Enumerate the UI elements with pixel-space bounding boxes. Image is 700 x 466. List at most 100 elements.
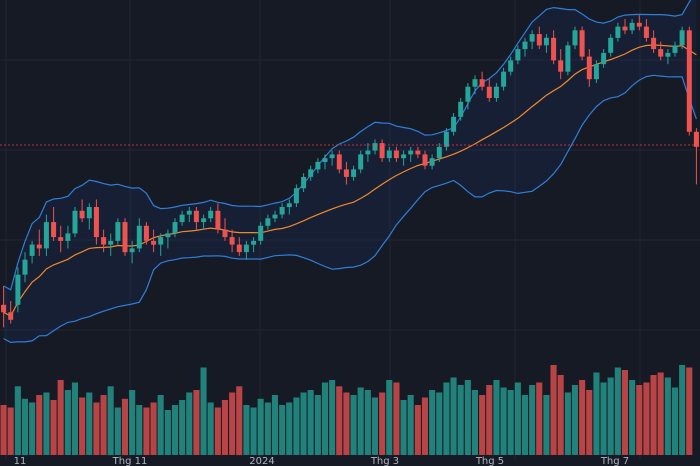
candle-body bbox=[536, 34, 542, 46]
candle-body bbox=[143, 225, 149, 241]
volume-bar bbox=[393, 382, 400, 455]
candle-body bbox=[108, 240, 114, 245]
x-tick-label: 11 bbox=[14, 456, 27, 466]
volume-bar bbox=[300, 392, 307, 455]
candle-body bbox=[215, 210, 221, 230]
volume-bar bbox=[157, 395, 164, 455]
volume-bar bbox=[57, 380, 64, 455]
volume-bar bbox=[336, 386, 343, 456]
volume-bar bbox=[493, 380, 500, 455]
volume-bar bbox=[621, 370, 628, 455]
volume-bar bbox=[443, 382, 450, 455]
volume-bar bbox=[121, 398, 128, 456]
volume-bar bbox=[664, 377, 671, 455]
volume-bar bbox=[229, 392, 236, 455]
volume-bar bbox=[193, 390, 200, 455]
volume-bar bbox=[500, 387, 507, 455]
candle-body bbox=[693, 131, 699, 147]
volume-bar bbox=[614, 367, 621, 455]
candle-body bbox=[1, 304, 7, 313]
candle-body bbox=[15, 274, 21, 305]
volume-bar bbox=[114, 407, 121, 455]
candle-body bbox=[472, 79, 478, 87]
candle-body bbox=[579, 30, 585, 57]
candle-body bbox=[465, 86, 471, 102]
volume-bar bbox=[7, 407, 14, 455]
volume-bar bbox=[21, 398, 28, 456]
volume-bar bbox=[79, 397, 86, 455]
upper-band-line bbox=[3, 0, 692, 291]
bollinger-bands bbox=[3, 0, 697, 344]
volume-bar bbox=[271, 395, 278, 455]
volume-bar bbox=[579, 380, 586, 455]
volume-bar bbox=[321, 382, 328, 455]
volume-bar bbox=[543, 395, 550, 455]
candle-body bbox=[165, 233, 171, 238]
volume-bar bbox=[14, 386, 21, 456]
volume-bar bbox=[436, 392, 443, 455]
volume-bar bbox=[379, 392, 386, 455]
candle-body bbox=[365, 150, 371, 155]
candle-body bbox=[22, 259, 28, 275]
volume-bar bbox=[200, 367, 207, 455]
volume-bar bbox=[236, 386, 243, 456]
candle-body bbox=[686, 30, 692, 132]
candle-body bbox=[415, 150, 421, 155]
candle-body bbox=[129, 248, 135, 253]
candle-body bbox=[329, 154, 335, 159]
volume-bar bbox=[607, 377, 614, 455]
candle-body bbox=[186, 210, 192, 215]
volume-bar bbox=[629, 380, 636, 455]
candle-body bbox=[493, 86, 499, 98]
volume-bar bbox=[221, 400, 228, 455]
candle-body bbox=[343, 169, 349, 177]
volume-bar bbox=[464, 380, 471, 455]
volume-bar bbox=[307, 390, 314, 455]
volume-bar bbox=[571, 385, 578, 455]
band-fill bbox=[3, 0, 697, 343]
candle-body bbox=[543, 37, 549, 46]
volume-bar bbox=[207, 402, 214, 455]
candle-body bbox=[293, 188, 299, 204]
candle-body bbox=[436, 146, 442, 159]
candle-body bbox=[136, 225, 142, 249]
volume-bar bbox=[107, 386, 114, 456]
volume-bar bbox=[450, 377, 457, 455]
candle-body bbox=[286, 203, 292, 208]
candle-body bbox=[429, 158, 435, 166]
x-tick-label: Thg 11 bbox=[112, 456, 148, 466]
candle-body bbox=[122, 222, 128, 253]
candle-body bbox=[72, 210, 78, 234]
volume-bar bbox=[400, 400, 407, 455]
volume-bar bbox=[64, 390, 71, 455]
volume-bar bbox=[314, 395, 321, 455]
volume-bar bbox=[293, 397, 300, 455]
volume-bar bbox=[50, 400, 57, 455]
volume-bar bbox=[279, 405, 286, 455]
volume-bar bbox=[86, 392, 93, 455]
lower-band-line bbox=[3, 74, 697, 344]
x-axis-labels: 11 Thg 11 2024 Thg 3 Thg 5 Thg 7 bbox=[14, 456, 630, 466]
volume-bar bbox=[686, 367, 693, 455]
candle-body bbox=[679, 30, 685, 46]
candle-body bbox=[251, 240, 257, 245]
candle-body bbox=[208, 210, 214, 219]
volume-bar bbox=[93, 402, 100, 455]
volume-bar bbox=[179, 400, 186, 455]
candle-body bbox=[243, 244, 249, 253]
volume-bar bbox=[136, 405, 143, 455]
candle-body bbox=[315, 161, 321, 170]
volume-bar bbox=[329, 380, 336, 455]
volume-bar bbox=[386, 380, 393, 455]
candle-body bbox=[93, 207, 99, 238]
candle-body bbox=[451, 116, 457, 132]
candle-body bbox=[265, 218, 271, 226]
candle-body bbox=[386, 150, 392, 159]
candle-body bbox=[586, 56, 592, 80]
candle-body bbox=[672, 45, 678, 53]
candle-body bbox=[201, 218, 207, 223]
candles bbox=[1, 15, 699, 328]
volume-bar bbox=[550, 365, 557, 455]
